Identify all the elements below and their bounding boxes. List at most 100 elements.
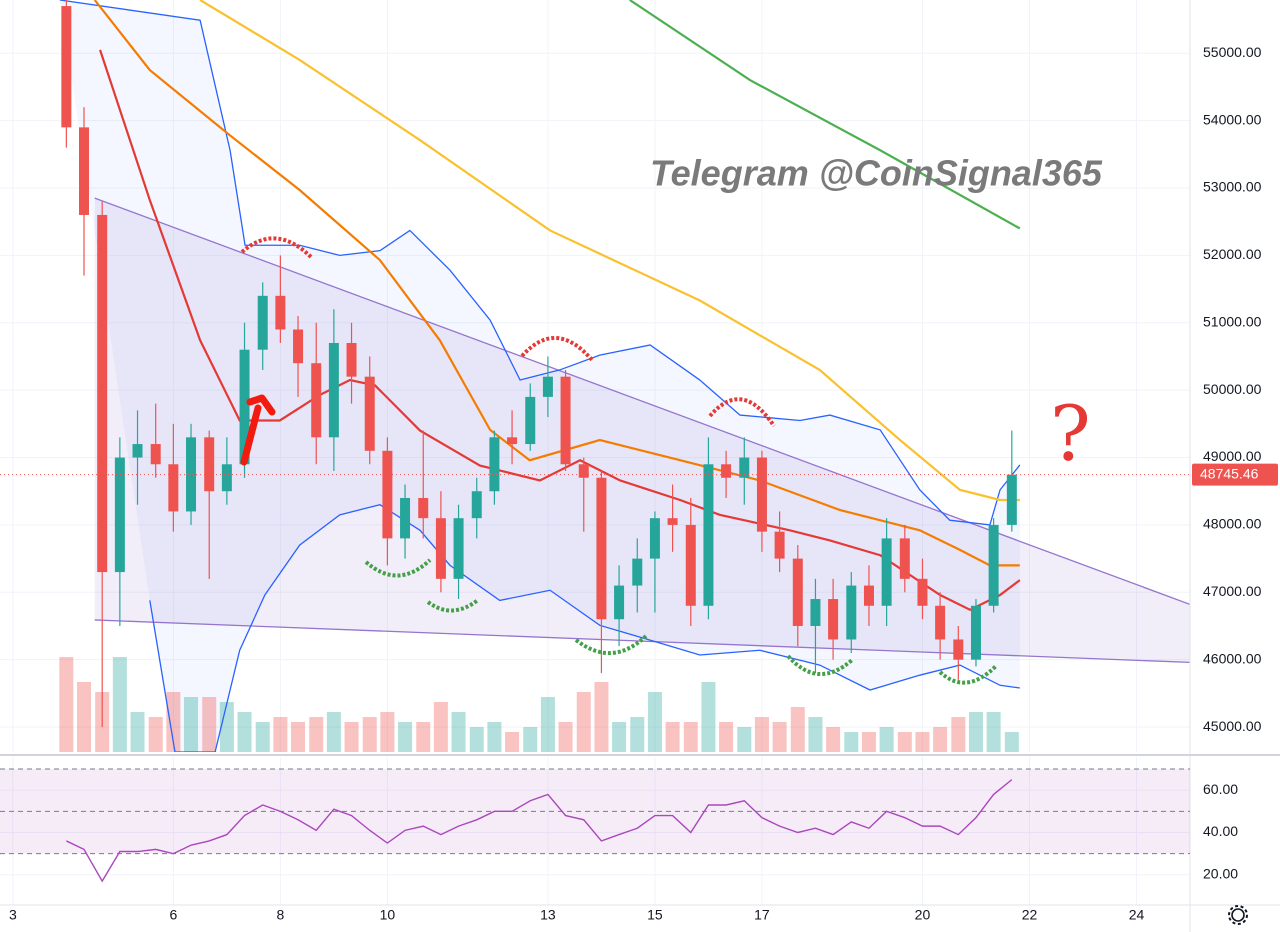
volume-bar — [148, 717, 163, 752]
volume-bar — [112, 657, 127, 752]
volume-bar — [433, 702, 448, 752]
x-tick-label: 22 — [1022, 907, 1038, 923]
candle-body — [632, 558, 643, 586]
volume-bar — [897, 732, 912, 752]
candle-body — [97, 214, 108, 573]
candle-body — [810, 599, 821, 626]
volume-bar — [861, 732, 876, 752]
volume-bar — [1004, 732, 1019, 752]
x-tick-label: 15 — [647, 907, 663, 923]
rsi-line — [66, 779, 1013, 883]
candle-body — [667, 518, 678, 525]
candle-body — [168, 464, 179, 512]
candle-body — [881, 538, 892, 606]
candle-body — [364, 376, 375, 451]
last-price-box — [1192, 463, 1278, 486]
volume-bar — [576, 692, 591, 752]
y-tick-label: 53000.00 — [1203, 179, 1262, 195]
volume-bar — [594, 682, 609, 752]
x-tick-label: 10 — [380, 907, 396, 923]
candle-body — [1006, 474, 1017, 525]
moving-average — [199, 0, 1020, 502]
candle-body — [293, 329, 304, 364]
moving-average — [99, 49, 1021, 612]
candle-body — [257, 295, 268, 350]
candle-body — [721, 464, 732, 478]
moving-average — [629, 0, 1021, 230]
volume-bar — [487, 722, 502, 752]
y-tick-label: 55000.00 — [1203, 44, 1262, 60]
x-tick-label: 20 — [915, 907, 931, 923]
candle-body — [846, 585, 857, 640]
volume-bar — [647, 692, 662, 752]
candle-body — [435, 518, 446, 579]
arrow-drawing — [240, 394, 276, 466]
candle-body — [614, 585, 625, 620]
volume-bar — [612, 722, 627, 752]
volume-bar — [951, 717, 966, 752]
candle-body — [150, 444, 161, 465]
volume-bar — [273, 717, 288, 752]
settings-icon[interactable] — [1228, 905, 1248, 925]
volume-bar — [219, 702, 234, 752]
candle-body — [542, 376, 553, 397]
volume-bar — [326, 712, 341, 752]
volume-bar — [558, 722, 573, 752]
candle-body — [114, 457, 125, 573]
volume-bar — [309, 717, 324, 752]
candle-body — [400, 497, 411, 539]
rsi-tick-label: 40.00 — [1203, 823, 1238, 839]
plot-area — [0, 0, 1190, 752]
drawings — [240, 236, 998, 685]
x-tick-label: 3 — [9, 907, 17, 923]
triangle-fill — [94, 198, 1190, 663]
candle-body — [739, 457, 750, 478]
volume-bar — [291, 722, 306, 752]
candle-body — [596, 477, 607, 620]
question-mark: ? — [1050, 389, 1091, 478]
candle-body — [970, 605, 981, 660]
volume-bar — [933, 727, 948, 752]
volume-bar — [77, 682, 92, 752]
volume-bar — [665, 722, 680, 752]
volume-bar — [915, 732, 930, 752]
volume-bar — [719, 722, 734, 752]
volume-bar — [362, 717, 377, 752]
volume-bar — [184, 697, 199, 752]
volume-bar — [237, 712, 252, 752]
x-tick-label: 6 — [169, 907, 177, 923]
candle-body — [703, 464, 714, 606]
y-tick-label: 47000.00 — [1203, 583, 1262, 599]
volume-bar — [130, 712, 145, 752]
volume-bar — [255, 722, 270, 752]
candle-body — [774, 531, 785, 559]
volume-bar — [844, 732, 859, 752]
volume-bar — [380, 712, 395, 752]
y-tick-label: 48000.00 — [1203, 516, 1262, 532]
volume-bar — [879, 727, 894, 752]
candle-body — [899, 538, 910, 579]
candle-body — [418, 497, 429, 519]
volume-bar — [826, 727, 841, 752]
volume-bar — [59, 657, 74, 752]
y-tick-label: 46000.00 — [1203, 650, 1262, 666]
rsi-tick-label: 20.00 — [1203, 865, 1238, 881]
grid — [0, 0, 1190, 905]
y-tick-label: 54000.00 — [1203, 111, 1262, 127]
volume-bar — [469, 727, 484, 752]
arc-drawing — [938, 664, 998, 685]
candle-body — [239, 349, 250, 465]
volume-bar — [683, 722, 698, 752]
candle-body — [525, 396, 536, 445]
y-tick-label: 45000.00 — [1203, 718, 1262, 734]
candle-body — [186, 437, 197, 512]
candle-body — [560, 376, 571, 465]
volume-bar — [398, 722, 413, 752]
candle-body — [988, 524, 999, 606]
volume-bar — [808, 717, 823, 752]
candle-body — [685, 524, 696, 606]
y-tick-label: 51000.00 — [1203, 313, 1262, 329]
x-tick-label: 24 — [1129, 907, 1145, 923]
volume-bar — [968, 712, 983, 752]
candle-body — [917, 578, 928, 606]
